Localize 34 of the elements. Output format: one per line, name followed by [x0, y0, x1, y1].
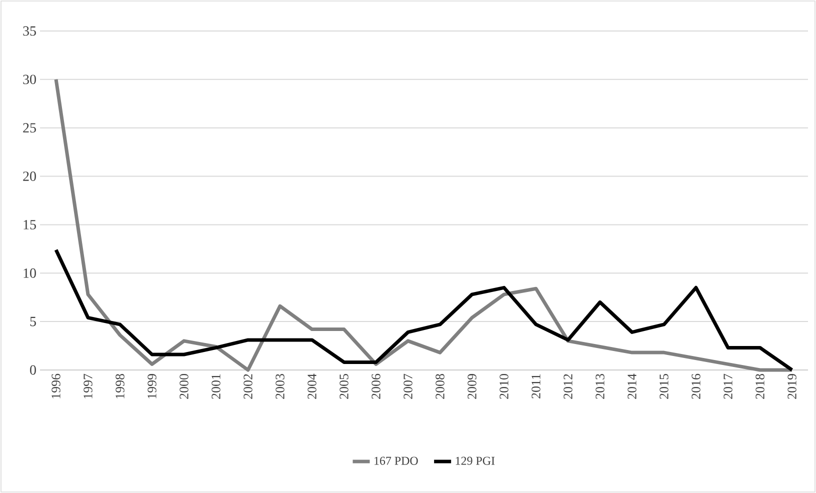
x-tick-label: 1996	[52, 374, 60, 398]
x-tick-label: 2000	[180, 374, 188, 399]
x-tick-label: 2012	[564, 374, 572, 399]
legend-label: 129 PGI	[456, 456, 495, 465]
x-tick-label: 1999	[148, 374, 156, 398]
x-tick-label: 2013	[596, 374, 604, 399]
x-tick-label: 2008	[436, 374, 444, 399]
y-tick-label: 35	[23, 26, 36, 36]
x-tick-label: 2003	[276, 374, 284, 399]
y-tick-label: 20	[23, 172, 36, 181]
y-tick-label: 15	[24, 220, 36, 230]
x-tick-label: 2017	[724, 374, 732, 399]
x-tick-label: 2010	[500, 374, 508, 399]
x-tick-label: 2018	[756, 374, 764, 399]
x-tick-label: 2009	[468, 374, 476, 399]
x-tick-label: 2014	[628, 374, 636, 399]
x-tick-label: 2011	[532, 374, 540, 398]
y-tick-label: 30	[23, 74, 36, 84]
x-tick-label: 2001	[212, 374, 220, 399]
x-tick-label: 2006	[372, 374, 380, 399]
y-tick-label: 25	[23, 123, 36, 133]
y-tick-label: 5	[30, 316, 36, 326]
x-tick-label: 1998	[116, 374, 124, 398]
x-tick-label: 2007	[404, 374, 412, 399]
y-tick-label: 0	[30, 365, 36, 375]
legend-label: 167 PDO	[374, 456, 418, 465]
x-tick-label: 2002	[244, 374, 252, 399]
x-tick-label: 2016	[692, 374, 700, 399]
y-tick-label: 10	[24, 268, 36, 278]
x-tick-label: 2004	[308, 374, 316, 399]
x-tick-label: 2005	[340, 374, 348, 399]
x-tick-label: 2019	[788, 374, 796, 399]
x-tick-label: 1997	[84, 374, 92, 398]
x-tick-label: 2015	[660, 374, 668, 399]
